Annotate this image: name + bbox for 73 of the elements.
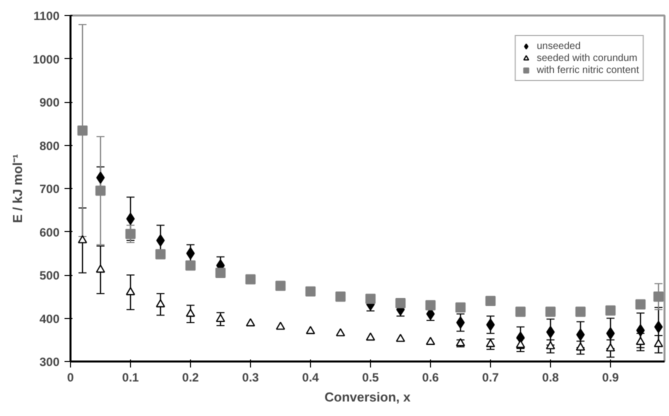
y-tick-label: 1000 (32, 52, 60, 66)
x-axis-title: Conversion, x (324, 390, 412, 404)
point (185, 260, 196, 271)
x-tick-label: 0.6 (422, 370, 440, 384)
y-tick-label: 600 (39, 225, 60, 240)
point (654, 338, 664, 348)
point (366, 332, 376, 341)
y-tick-label: 900 (39, 96, 60, 110)
y-tick-label: 400 (39, 312, 60, 326)
x-tick-label: 0.7 (482, 370, 500, 384)
point (77, 125, 88, 136)
legend-label: with ferric nitric content (536, 64, 639, 76)
point (455, 302, 466, 313)
point (126, 212, 135, 225)
point (636, 336, 646, 345)
point (306, 326, 316, 334)
point (425, 300, 436, 310)
y-tick-label: 700 (39, 182, 60, 196)
point (186, 308, 196, 317)
point (486, 318, 495, 331)
point (335, 292, 346, 302)
point (78, 235, 88, 244)
point (96, 172, 105, 184)
point (186, 247, 195, 260)
point (215, 268, 226, 278)
point (216, 314, 226, 322)
x-tick-label: 0.3 (242, 370, 260, 384)
point (576, 342, 586, 351)
y-axis-title: E / kJ mol⁻¹ (10, 154, 25, 224)
x-tick-label: 0.1 (122, 370, 140, 384)
x-tick-label: 0.5 (362, 370, 380, 384)
y-tick-label: 800 (39, 138, 60, 153)
point (156, 299, 166, 308)
point (636, 324, 645, 336)
point (275, 280, 286, 291)
point (155, 249, 166, 260)
point (96, 264, 106, 273)
point (246, 318, 256, 326)
point (654, 320, 663, 333)
point (125, 228, 136, 240)
x-tick-label: 0.2 (182, 370, 200, 384)
point (276, 322, 286, 330)
point (606, 327, 615, 340)
point (95, 186, 106, 196)
point (486, 338, 496, 348)
point (545, 306, 556, 317)
x-tick-label: 0.9 (602, 370, 620, 384)
point (546, 341, 556, 350)
point (575, 306, 586, 317)
y-tick-label: 500 (39, 268, 60, 282)
point (653, 292, 664, 302)
x-tick-label: 0 (67, 370, 74, 384)
point (576, 328, 585, 341)
x-tick-label: 0.4 (302, 370, 320, 384)
point (485, 296, 496, 306)
point (305, 286, 316, 297)
legend-label: seeded with corundum (536, 52, 638, 64)
point (245, 274, 256, 284)
point (515, 306, 526, 317)
point (635, 299, 646, 310)
y-tick-label: 300 (39, 355, 60, 369)
point (365, 294, 376, 304)
point (426, 336, 436, 345)
y-tick-label: 1100 (33, 9, 60, 23)
point (156, 234, 165, 246)
point (336, 328, 346, 336)
point (396, 334, 406, 342)
point (605, 305, 616, 316)
point (395, 298, 406, 308)
x-tick-label: 0.8 (542, 370, 560, 384)
legend-label: unseeded (536, 40, 581, 52)
point (126, 287, 136, 296)
point (606, 343, 616, 352)
